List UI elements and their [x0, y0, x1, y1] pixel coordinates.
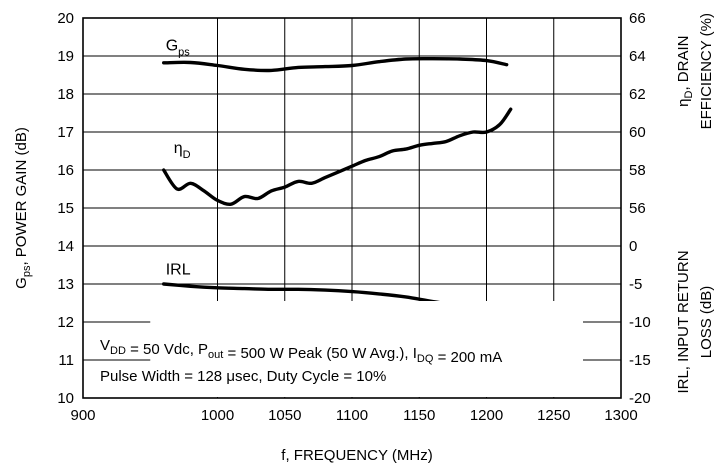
series-label-Gps: Gps: [166, 37, 191, 58]
axis-titles: f, FREQUENCY (MHz)Gps, POWER GAIN (dB)ηD…: [13, 13, 715, 464]
y-right-top-title-line1_sub: D: [683, 91, 695, 99]
y-right-efficiency-tick-label: 66: [629, 10, 646, 27]
axes: [82, 17, 622, 399]
y-right-irl-tick-label: 0: [629, 238, 637, 255]
y-right-top-title-line1_rest: , DRAIN: [675, 36, 692, 91]
y-left-tick-label: 16: [57, 162, 74, 179]
y-right-efficiency-tick-label: 60: [629, 124, 646, 141]
y-right-irl-tick-label: -15: [629, 352, 651, 369]
y-left-title-sub: ps: [21, 265, 33, 277]
annotation-text-run: = 500 W Peak (50 W Avg.), I: [223, 345, 417, 362]
annotation-line-1: VDD = 50 Vdc, Pout = 500 W Peak (50 W Av…: [100, 337, 502, 366]
series-labels: Gps ηD IRL: [166, 37, 191, 278]
series-label-main: η: [174, 140, 183, 157]
tick-labels: 900 1000 1050 1100 1150 1200 1250 1300 10 11 12 13 1…: [57, 10, 650, 424]
y-right-irl-tick-label: -5: [629, 276, 642, 293]
annotation-subscript: DQ: [417, 353, 434, 365]
y-left-tick-label: 15: [57, 200, 74, 217]
y-right-top-title-line2: EFFICIENCY (%): [698, 13, 715, 129]
series-label-sub: ps: [178, 46, 190, 58]
annotation-line-2: Pulse Width = 128 μsec, Duty Cycle = 10%: [100, 368, 386, 385]
x-tick-label: 1200: [470, 407, 503, 424]
x-tick-label: 1300: [604, 407, 637, 424]
x-tick-label: 1100: [336, 407, 368, 424]
x-tick-label: 1000: [201, 407, 234, 424]
y-left-tick-label: 14: [57, 238, 74, 255]
annotation-box: VDD = 50 Vdc, Pout = 500 W Peak (50 W Av…: [100, 301, 583, 397]
y-right-bottom-title-line1: IRL, INPUT RETURN: [675, 250, 692, 393]
annotation-subscript: out: [208, 349, 223, 361]
series: [162, 56, 513, 309]
y-right-bottom-title-line2: LOSS (dB): [698, 286, 715, 359]
series-label-IRL: IRL: [166, 262, 191, 279]
y-left-tick-label: 11: [58, 352, 74, 369]
y-left-tick-label: 12: [57, 314, 74, 331]
annotation-text-run: Pulse Width = 128: [100, 368, 226, 385]
annotation-subscript: DD: [110, 345, 126, 357]
y-right-irl-tick-label: -10: [629, 314, 651, 331]
x-tick-label: 1250: [537, 407, 570, 424]
series-label-sub: D: [183, 149, 191, 161]
y-right-top-title-line1: ηD, DRAIN: [675, 36, 695, 107]
x-tick-label: 1050: [268, 407, 301, 424]
y-right-irl-tick-label: -20: [629, 390, 651, 407]
y-left-tick-label: 17: [57, 124, 74, 141]
y-left-title-main: G: [13, 277, 30, 289]
annotation-text-run: μ: [226, 368, 235, 385]
y-left-tick-label: 19: [57, 48, 74, 65]
y-left-tick-label: 10: [57, 390, 74, 407]
series-label-ηD: ηD: [174, 140, 191, 161]
x-tick-label: 1150: [403, 407, 435, 424]
y-left-axis-title: Gps, POWER GAIN (dB): [13, 127, 33, 289]
annotation-background: [150, 301, 583, 397]
y-left-tick-label: 13: [57, 276, 74, 293]
x-axis-title: f, FREQUENCY (MHz): [281, 447, 432, 464]
y-right-top-title-line1_sym: η: [675, 99, 692, 107]
y-right-efficiency-tick-label: 62: [629, 86, 646, 103]
y-right-efficiency-tick-label: 56: [629, 200, 646, 217]
y-right-efficiency-tick-label: 64: [629, 48, 646, 65]
annotation-text-run: = 50 Vdc, P: [126, 341, 208, 358]
y-left-title-rest: , POWER GAIN (dB): [13, 127, 30, 265]
annotation-text-run: sec, Duty Cycle = 10%: [235, 368, 386, 385]
y-right-efficiency-tick-label: 58: [629, 162, 646, 179]
series-line-ηD: [162, 107, 513, 206]
series-label-main: IRL: [166, 262, 191, 279]
plot-frame: [82, 17, 622, 399]
x-tick-label: 900: [70, 407, 95, 424]
series-label-main: G: [166, 37, 178, 54]
annotation-text-run: V: [100, 337, 110, 354]
y-left-tick-label: 20: [57, 10, 74, 27]
y-left-tick-label: 18: [57, 86, 74, 103]
series-line-Gps: [162, 56, 509, 73]
annotation-text-run: = 200 mA: [433, 349, 502, 366]
